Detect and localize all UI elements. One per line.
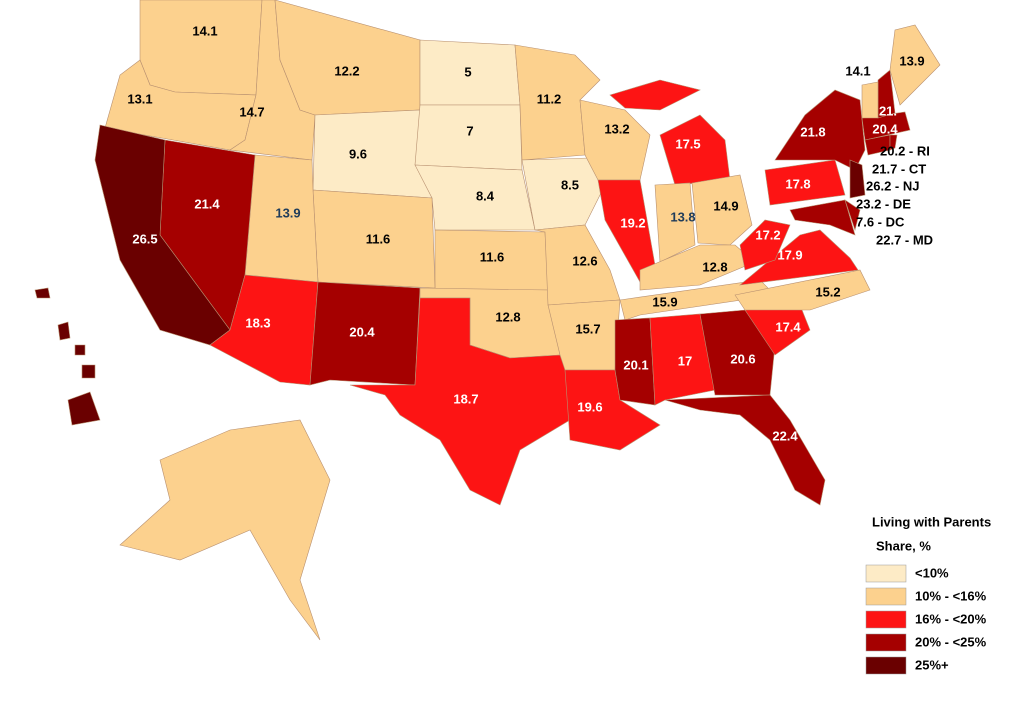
legend-swatch: [865, 587, 907, 606]
state-label: 14.1: [845, 63, 870, 78]
state-label: 14.9: [713, 198, 738, 213]
state-shape: [74, 344, 86, 356]
state-shape: [734, 269, 871, 311]
state-shape: [81, 364, 96, 379]
legend-label: 16% - <20%: [915, 611, 987, 626]
state-label: 11.2: [537, 91, 562, 106]
state-label: 20.4: [349, 324, 375, 339]
state-shape: [34, 287, 51, 299]
state-shape: [659, 114, 731, 186]
state-shape: [861, 81, 879, 119]
state-label: 12.8: [702, 259, 727, 274]
callout-label: 26.2 - NJ: [866, 178, 919, 193]
state-shape: [764, 159, 846, 206]
state-label: 26.5: [132, 231, 157, 246]
state-label: 17: [678, 353, 692, 368]
state-label: 20.4: [872, 121, 898, 136]
state-shape: [349, 297, 571, 506]
state-shape: [664, 394, 826, 506]
state-label: 13.2: [604, 121, 629, 136]
state-shape: [889, 134, 898, 151]
state-shape: [789, 199, 856, 236]
state-label: 13.8: [670, 209, 695, 224]
state-label: 17.4: [775, 319, 801, 334]
state-label: 18.3: [245, 315, 270, 330]
state-label: 13.9: [275, 205, 300, 220]
state-shape: [649, 313, 716, 406]
state-label: 17.5: [675, 136, 700, 151]
state-label: 19.6: [577, 399, 602, 414]
state-label: 15.7: [575, 321, 600, 336]
state-shape: [309, 281, 421, 386]
state-label: 17.8: [785, 176, 810, 191]
state-label: 13.9: [899, 53, 924, 68]
state-shape: [619, 279, 776, 321]
state-label: 11.6: [366, 231, 391, 246]
state-label: 8.4: [476, 188, 495, 203]
state-label: 18.7: [453, 391, 478, 406]
legend-swatch: [865, 633, 907, 652]
state-label: 20.1: [623, 357, 648, 372]
state-shape: [274, 0, 421, 116]
state-shape: [774, 89, 866, 171]
state-shape: [849, 159, 866, 199]
state-label: 8.5: [561, 177, 579, 192]
state-shape: [57, 321, 71, 341]
callout-label: 21.7 - CT: [872, 161, 926, 176]
state-label: 11.6: [480, 249, 505, 264]
legend-label: 20% - <25%: [915, 634, 987, 649]
state-shape: [312, 109, 433, 199]
legend-subtitle: Share, %: [876, 538, 931, 553]
state-label: 14.7: [239, 104, 264, 119]
legend-label: 10% - <16%: [915, 588, 987, 603]
state-label: 12.6: [572, 253, 597, 268]
state-shape: [739, 219, 791, 271]
state-label: 12.8: [495, 309, 520, 324]
state-label: 9.6: [349, 146, 367, 161]
state-shape: [139, 0, 263, 96]
state-label: 7: [466, 123, 473, 138]
state-shape: [67, 391, 101, 426]
state-label: 17.2: [755, 227, 780, 242]
legend-swatch: [865, 564, 907, 583]
state-shape: [614, 317, 656, 406]
state-shape: [699, 309, 776, 396]
state-label: 17.9: [777, 247, 802, 262]
legend-title: Living with Parents: [872, 514, 991, 529]
state-label: 22.4: [772, 428, 798, 443]
state-label: 5: [464, 64, 471, 79]
state-label: 21.8: [800, 124, 825, 139]
state-shape: [654, 182, 696, 263]
callout-label: 22.7 - MD: [876, 232, 933, 247]
callout-label: 20.2 - RI: [880, 143, 930, 158]
state-shape: [889, 24, 941, 106]
state-shape: [691, 174, 753, 246]
state-label: 13.1: [127, 91, 152, 106]
state-label: 19.2: [620, 215, 645, 230]
legend-label: <10%: [915, 565, 949, 580]
state-shape: [414, 164, 536, 231]
state-label: 20.6: [730, 351, 755, 366]
state-shape: [609, 79, 701, 111]
callout-label: 23.2 - DE: [856, 196, 911, 211]
state-shape: [119, 419, 331, 641]
state-label: 15.2: [815, 284, 840, 299]
state-label: 21.4: [194, 196, 220, 211]
legend-swatch: [865, 656, 907, 675]
state-label: 21.: [879, 103, 897, 118]
legend-label: 25%+: [915, 657, 949, 672]
state-label: 12.2: [334, 63, 359, 78]
callout-label: 7.6 - DC: [856, 214, 905, 229]
state-label: 15.9: [652, 294, 677, 309]
state-shape: [844, 199, 861, 232]
legend-swatch: [865, 610, 907, 629]
state-label: 14.1: [192, 23, 217, 38]
state-shape: [521, 157, 606, 231]
state-shape: [739, 229, 859, 286]
